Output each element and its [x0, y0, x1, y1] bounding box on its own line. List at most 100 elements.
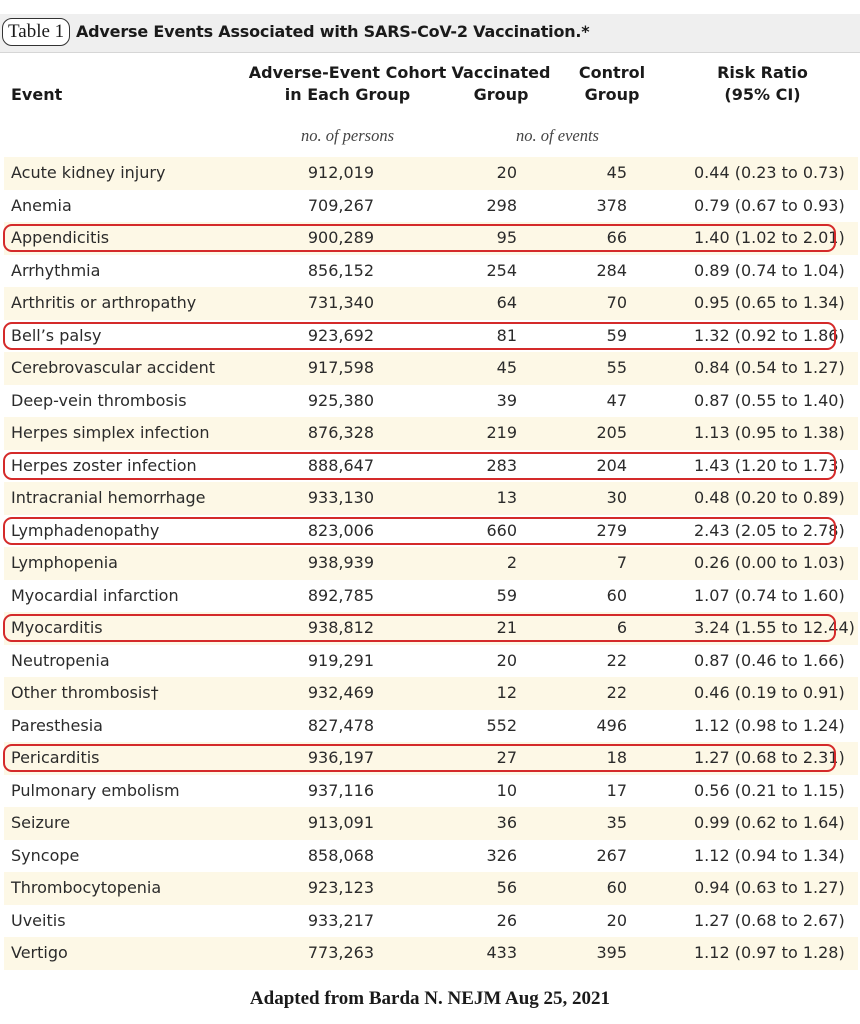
header-risk-ratio: Risk Ratio (95% CI) — [717, 63, 808, 104]
table-row: Herpes zoster infection 888,647 283 204 1.43… — [3, 450, 858, 483]
event-cell: Lymphopenia — [11, 553, 118, 572]
event-cell: Bell’s palsy — [11, 325, 102, 345]
risk-ratio-cell: 1.27 (0.68 to 2.31) — [694, 748, 845, 767]
table-body: Acute kidney injury 912,019 20 45 0.44 (0.23… — [3, 157, 858, 970]
cohort-cell: 856,152 — [307, 260, 374, 280]
vaccinated-cell: 254 — [486, 260, 517, 280]
vaccinated-cell: 27 — [496, 748, 517, 767]
vaccinated-cell: 10 — [496, 780, 517, 800]
vaccinated-cell: 298 — [486, 195, 517, 215]
vaccinated-cell: 59 — [496, 585, 517, 605]
cohort-cell: 923,692 — [307, 325, 374, 345]
table-row: Appendicitis 900,289 95 66 1.40 (1.02 to 2.0… — [3, 222, 858, 255]
control-cell: 22 — [606, 650, 627, 670]
highlight-outline — [3, 451, 836, 480]
table-title-bar: Table 1 Adverse Events Associated with S… — [0, 14, 860, 53]
vaccinated-cell: 81 — [496, 325, 517, 345]
vaccinated-cell: 2 — [506, 553, 517, 572]
table-row: Myocardial infarction 892,785 59 60 1.07 (0.… — [4, 580, 858, 613]
cohort-cell: 917,598 — [307, 358, 374, 377]
vaccinated-cell: 36 — [496, 813, 517, 832]
table-row: Anemia 709,267 298 378 0.79 (0.67 to 0.93) — [4, 190, 858, 223]
table-row: Seizure 913,091 36 35 0.99 (0.62 to 1.64) — [4, 807, 858, 840]
risk-ratio-cell: 1.40 (1.02 to 2.01) — [694, 228, 845, 247]
risk-ratio-cell: 1.12 (0.97 to 1.28) — [694, 943, 845, 962]
event-cell: Myocardial infarction — [11, 585, 179, 605]
source-caption: Adapted from Barda N. NEJM Aug 25, 2021 — [249, 988, 611, 1009]
risk-ratio-cell: 0.26 (0.00 to 1.03) — [694, 553, 845, 572]
risk-ratio-cell: 2.43 (2.05 to 2.78) — [694, 520, 845, 540]
event-cell: Syncope — [11, 845, 80, 865]
cohort-cell: 919,291 — [307, 650, 374, 670]
cohort-cell: 731,340 — [307, 293, 374, 312]
risk-ratio-cell: 1.12 (0.98 to 1.24) — [694, 715, 845, 735]
highlight-outline — [3, 321, 836, 350]
cohort-cell: 858,068 — [307, 845, 374, 865]
risk-ratio-cell: 0.79 (0.67 to 0.93) — [694, 195, 845, 215]
control-cell: 205 — [596, 423, 627, 442]
control-cell: 204 — [596, 455, 627, 475]
table-row: Neutropenia 919,291 20 22 0.87 (0.46 to 1.66… — [4, 645, 858, 678]
table-row: Arthritis or arthropathy 731,340 64 70 0.95 … — [4, 287, 858, 320]
vaccinated-cell: 64 — [496, 293, 517, 312]
cohort-cell: 823,006 — [307, 520, 374, 540]
cohort-cell: 937,116 — [307, 780, 374, 800]
table-row: Syncope 858,068 326 267 1.12 (0.94 to 1.34) — [4, 840, 858, 873]
event-cell: Other thrombosis† — [11, 683, 159, 702]
risk-ratio-cell: 1.32 (0.92 to 1.86) — [694, 325, 845, 345]
control-cell: 55 — [606, 358, 627, 377]
table-row: Uveitis 933,217 26 20 1.27 (0.68 to 2.67) — [4, 905, 858, 938]
event-cell: Pericarditis — [11, 748, 100, 767]
event-cell: Deep-vein thrombosis — [11, 390, 187, 410]
highlight-outline — [3, 744, 836, 772]
vaccinated-cell: 283 — [486, 455, 517, 475]
table-row: Pericarditis 936,197 27 18 1.27 (0.68 to 2.3… — [3, 742, 858, 775]
subheader-event-units: no. of events — [516, 126, 599, 145]
table-title: Adverse Events Associated with SARS-CoV-… — [76, 22, 590, 41]
vaccinated-cell: 219 — [486, 423, 517, 442]
highlight-outline — [3, 516, 836, 545]
event-cell: Herpes simplex infection — [11, 423, 210, 442]
cohort-cell: 900,289 — [307, 228, 374, 247]
control-cell: 395 — [596, 943, 627, 962]
control-cell: 22 — [606, 683, 627, 702]
risk-ratio-cell: 0.89 (0.74 to 1.04) — [694, 260, 845, 280]
risk-ratio-cell: 1.12 (0.94 to 1.34) — [694, 845, 845, 865]
control-cell: 66 — [606, 228, 627, 247]
risk-ratio-cell: 1.43 (1.20 to 1.73) — [694, 455, 845, 475]
event-cell: Myocarditis — [11, 618, 103, 637]
cohort-cell: 773,263 — [307, 943, 374, 962]
event-cell: Arthritis or arthropathy — [11, 293, 197, 312]
risk-ratio-cell: 1.13 (0.95 to 1.38) — [694, 423, 845, 442]
event-cell: Vertigo — [11, 943, 68, 962]
cohort-cell: 709,267 — [307, 195, 374, 215]
vaccinated-cell: 45 — [496, 358, 517, 377]
table-row: Vertigo 773,263 433 395 1.12 (0.97 to 1.28) — [4, 937, 858, 970]
risk-ratio-cell: 0.94 (0.63 to 1.27) — [694, 878, 845, 897]
table-row: Paresthesia 827,478 552 496 1.12 (0.98 to 1.… — [4, 710, 858, 743]
control-cell: 59 — [606, 325, 627, 345]
event-cell: Appendicitis — [11, 228, 110, 247]
cohort-cell: 938,939 — [307, 553, 374, 572]
cohort-cell: 923,123 — [307, 878, 374, 897]
header-cohort: Adverse-Event Cohort in Each Group — [248, 63, 447, 104]
cohort-cell: 932,469 — [307, 683, 374, 702]
risk-ratio-cell: 0.44 (0.23 to 0.73) — [694, 163, 845, 182]
table-row: Thrombocytopenia 923,123 56 60 0.94 (0.63 to… — [4, 872, 858, 905]
control-cell: 47 — [606, 390, 627, 410]
cohort-cell: 827,478 — [307, 715, 374, 735]
control-cell: 496 — [596, 715, 627, 735]
table-row: Myocarditis 938,812 21 6 3.24 (1.55 to 12.44… — [3, 612, 858, 645]
table-row: Lymphadenopathy 823,006 660 279 2.43 (2.05 t… — [3, 515, 858, 548]
header-vaccinated: Vaccinated Group — [451, 63, 551, 104]
vaccinated-cell: 13 — [496, 488, 517, 507]
event-cell: Uveitis — [11, 910, 66, 930]
vaccinated-cell: 21 — [496, 618, 517, 637]
vaccinated-cell: 12 — [496, 683, 517, 702]
highlight-outline — [3, 614, 836, 642]
header-event: Event — [11, 85, 63, 104]
control-cell: 60 — [606, 585, 627, 605]
vaccinated-cell: 433 — [486, 943, 517, 962]
event-cell: Thrombocytopenia — [11, 878, 162, 897]
event-cell: Herpes zoster infection — [11, 455, 197, 475]
